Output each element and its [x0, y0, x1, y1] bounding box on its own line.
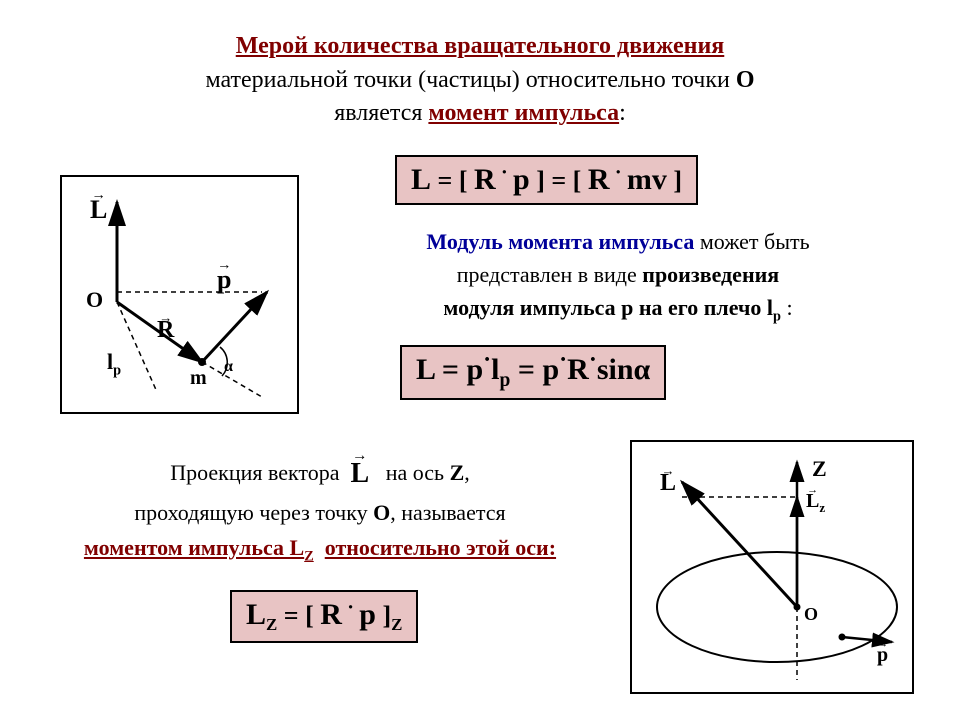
f1-dot2: · [610, 161, 627, 184]
f2-a: L = p [416, 353, 483, 386]
title-line1: Мерой количества вращательного движения [236, 33, 725, 59]
d1-m: m [190, 367, 207, 390]
mid-l3a: модуля импульса р на его плечо l [443, 295, 773, 320]
proj-Lvec: L [351, 458, 370, 489]
middle-text: Модуль момента импульса может быть предс… [328, 225, 908, 328]
f1-mv: mv [627, 163, 667, 196]
d1-O: O [86, 287, 103, 313]
title-block: Мерой количества вращательного движения … [30, 30, 930, 131]
f2-d3: · [589, 347, 597, 373]
f3-zsub: Z [266, 615, 277, 634]
proj-p2a: проходящую через точку [134, 500, 373, 525]
f3-p: p [359, 598, 376, 631]
f2-lpsub: p [500, 370, 511, 391]
formula3-wrap: LZ = [ R · p ]Z [230, 590, 418, 643]
d2-Z: Z [812, 456, 827, 482]
d2-L: L [660, 470, 676, 497]
diagram1: L O p R lp m α [60, 175, 299, 414]
title-line2a: материальной точки (частицы) относительн… [205, 67, 735, 93]
f1-dot1: · [496, 161, 513, 184]
proj-p1b: на ось [386, 460, 450, 485]
proj-p1a: Проекция вектора [170, 460, 339, 485]
f1-R2: R [588, 163, 610, 196]
formula2-wrap: L = p·lp = p·R·sinα [400, 345, 666, 400]
proj-p1c: , [464, 460, 470, 485]
mid-l1a: Модуль момента импульса [426, 229, 694, 254]
d1-R: R [157, 317, 174, 344]
title-colon: : [619, 100, 626, 126]
d1-L: L [90, 195, 107, 225]
f3-eq: = [ [277, 601, 320, 630]
formula1-box: L = [ R · p ] = [ R · mv ] [395, 155, 698, 205]
f2-eq: = p [510, 353, 559, 386]
proj-Z: Z [450, 460, 465, 485]
d2-p: p [877, 644, 888, 667]
slide: Мерой количества вращательного движения … [0, 0, 960, 720]
f3-br: ] [376, 601, 391, 630]
mid-l2: представлен в виде [457, 262, 642, 287]
proj-p3a: моментом импульса L [84, 535, 304, 560]
title-line3a: является [334, 100, 428, 126]
mid-l3sub: p [773, 308, 781, 324]
mid-l3b: : [781, 295, 793, 320]
d2-Lz: Lz [806, 490, 825, 516]
proj-p3b: относительно этой оси: [325, 535, 556, 560]
f1-R1: R [474, 163, 496, 196]
f3-R: R [320, 598, 342, 631]
f1-L: L [411, 163, 431, 196]
f2-d1: · [483, 347, 491, 373]
f2-sin: sin [597, 353, 634, 386]
d2-O: O [804, 604, 818, 625]
formula1-wrap: L = [ R · p ] = [ R · mv ] [395, 155, 698, 205]
d1-p: p [217, 265, 231, 295]
f3-L: L [246, 598, 266, 631]
mid-l2b: произведения [642, 262, 779, 287]
f1-end: ] [667, 166, 682, 195]
f1-eq1: = [ [431, 166, 474, 195]
d1-alpha: α [224, 358, 233, 376]
f3-dot: · [342, 596, 359, 619]
diagram2: L Z Lz O p [630, 440, 914, 694]
proj-p2b: O [373, 500, 390, 525]
f3-zsub2: Z [391, 615, 402, 634]
formula3-box: LZ = [ R · p ]Z [230, 590, 418, 643]
f2-R: R [567, 353, 589, 386]
title-moment: момент импульса [428, 100, 619, 126]
f1-mid: ] = [ [530, 166, 588, 195]
f2-alpha: α [634, 353, 651, 386]
title-point-O: O [736, 67, 755, 93]
f2-d2: · [559, 347, 567, 373]
f2-lp: l [491, 353, 499, 386]
projection-block: Проекция вектора L на ось Z, проходящую … [40, 450, 600, 568]
proj-p3sub: Z [304, 548, 314, 564]
d1-lp: lp [107, 349, 121, 379]
mid-l1b: может быть [694, 229, 809, 254]
f1-p1: p [513, 163, 530, 196]
proj-p2c: , называется [390, 500, 505, 525]
formula2-box: L = p·lp = p·R·sinα [400, 345, 666, 400]
